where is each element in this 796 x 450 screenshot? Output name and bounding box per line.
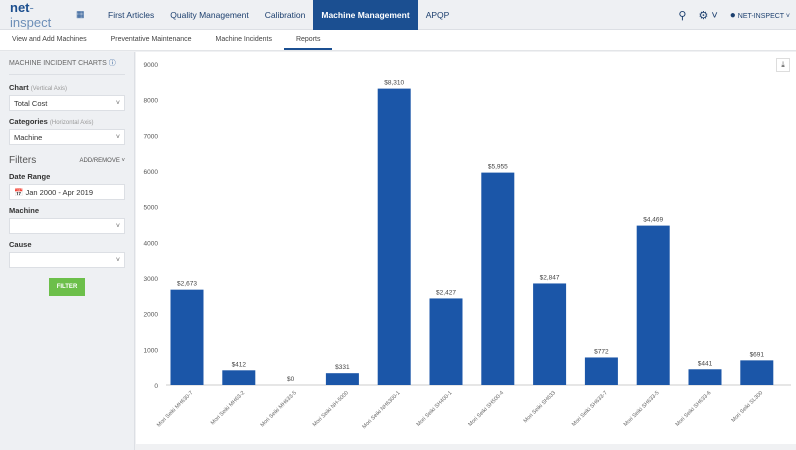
y-tick-label: 3000 [144, 276, 159, 283]
x-tick-label: Mori Seiki SH633-7 [571, 390, 609, 428]
nav-item[interactable]: Calibration [264, 9, 306, 20]
data-label: $441 [698, 360, 713, 367]
y-tick-label: 1000 [144, 347, 159, 354]
bar-chart: 0 1000 2000 3000 4000 5000 6000 7000 8000 9000 $2,… [144, 62, 791, 430]
grid-menu-icon[interactable]: ▦ [76, 9, 85, 19]
data-label: $0 [287, 376, 295, 383]
chevron-down-icon: ˅ [115, 257, 120, 264]
bar [533, 283, 567, 385]
x-tick-label: Mori Seiki NH6300-1 [361, 390, 401, 430]
sidebar: MACHINE INCIDENT CHARTS ⓘ Chart (Vertica… [0, 52, 135, 450]
calendar-icon: 📅 [14, 188, 24, 197]
bar [170, 289, 204, 385]
x-tick-label: Mori Seiki MH633-5 [260, 390, 298, 428]
x-tick-label: Mori Seiki SH400-1 [416, 390, 454, 428]
y-tick-label: 4000 [144, 240, 159, 247]
x-tick-label: Mori Seiki MH63-2 [210, 390, 246, 426]
user-menu[interactable]: ● NET-INSPECT ˅ [729, 9, 790, 21]
y-tick-label: 6000 [144, 169, 159, 176]
search-icon[interactable]: ⚲ [678, 9, 687, 22]
machine-select[interactable]: ˅ [9, 218, 125, 234]
x-tick-label: Mori Seiki SL300 [731, 390, 765, 424]
chart-panel: 0 1000 2000 3000 4000 5000 6000 7000 8000 9000 $2,… [136, 52, 796, 444]
filter-button[interactable]: FILTER [49, 278, 85, 296]
x-tick-label: Mori Seiki SH633 [523, 390, 557, 424]
y-tick-label: 5000 [144, 205, 159, 212]
data-label: $4,469 [643, 217, 663, 224]
nav-item[interactable]: Machine Management [313, 0, 418, 30]
bar [481, 172, 515, 385]
filters-heading: Filters [9, 155, 37, 166]
data-label: $5,955 [488, 164, 508, 171]
add-remove-button[interactable]: ADD/REMOVE ˅ [79, 157, 125, 164]
data-label: $412 [232, 361, 247, 368]
bar [222, 370, 256, 385]
logo[interactable]: net-inspect [10, 0, 52, 30]
data-label: $2,847 [540, 274, 560, 281]
subnav-tab[interactable]: Preventative Maintenance [110, 36, 192, 43]
y-tick-label: 9000 [144, 62, 159, 69]
user-icon: ● [729, 9, 736, 21]
bar [429, 298, 463, 385]
chevron-down-icon: ˅ [115, 223, 120, 230]
categories-select[interactable]: Machine ˅ [9, 129, 125, 145]
sidebar-title: MACHINE INCIDENT CHARTS ⓘ [9, 58, 125, 75]
data-label: $2,673 [177, 281, 197, 288]
x-tick-label: Mori Seiki SH500-4 [467, 390, 505, 428]
download-icon[interactable]: ⤓ [776, 58, 790, 72]
data-label: $2,427 [436, 289, 456, 296]
data-label: $772 [594, 348, 609, 355]
bar [377, 88, 411, 386]
chevron-down-icon: ˅ [115, 134, 120, 141]
x-tick-label: Mori Seiki MH630-7 [156, 390, 194, 428]
y-tick-label: 7000 [144, 133, 159, 140]
bar [636, 225, 670, 385]
nav-item[interactable]: APQP [425, 9, 450, 20]
chart-select[interactable]: Total Cost ˅ [9, 95, 125, 111]
subnav-tab[interactable]: Machine Incidents [215, 36, 272, 43]
gear-icon[interactable]: ⚙ ˅ [698, 9, 718, 22]
data-label: $8,310 [384, 80, 404, 87]
cause-select[interactable]: ˅ [9, 252, 125, 268]
sub-nav: View and Add Machines Preventative Mainte… [0, 30, 796, 51]
bar [688, 369, 722, 385]
subnav-tab[interactable]: Reports [283, 30, 333, 50]
data-label: $331 [335, 364, 350, 371]
nav-item[interactable]: First Articles [108, 9, 155, 20]
info-icon[interactable]: ⓘ [108, 60, 116, 67]
data-label: $691 [750, 351, 765, 358]
bar [325, 373, 359, 385]
date-range-input[interactable]: 📅 Jan 2000 - Apr 2019 [9, 184, 125, 200]
x-tick-label: Mori Seiki SH633-5 [623, 390, 661, 428]
y-tick-label: 2000 [144, 312, 159, 319]
nav-item[interactable]: Quality Management [170, 9, 249, 20]
x-tick-label: Mori Seiki SH633-6 [675, 390, 713, 428]
subnav-tab[interactable]: View and Add Machines [12, 36, 87, 43]
x-tick-label: Mori Seiki NH-5000 [312, 390, 350, 428]
chevron-down-icon: ˅ [115, 100, 120, 107]
y-tick-label: 0 [154, 383, 158, 390]
bar [740, 360, 774, 385]
y-tick-label: 8000 [144, 98, 159, 105]
top-nav: net-inspect ▦ First Articles Quality Mana… [0, 0, 796, 30]
bar [584, 357, 618, 385]
